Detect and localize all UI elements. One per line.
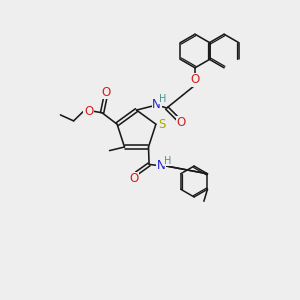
Text: O: O	[177, 116, 186, 130]
Text: H: H	[159, 94, 166, 104]
Text: O: O	[130, 172, 139, 185]
Text: S: S	[158, 118, 166, 131]
Text: O: O	[84, 105, 93, 118]
Text: O: O	[102, 86, 111, 99]
Text: N: N	[157, 159, 166, 172]
Text: H: H	[164, 155, 171, 166]
Text: N: N	[152, 98, 161, 111]
Text: O: O	[190, 73, 200, 86]
